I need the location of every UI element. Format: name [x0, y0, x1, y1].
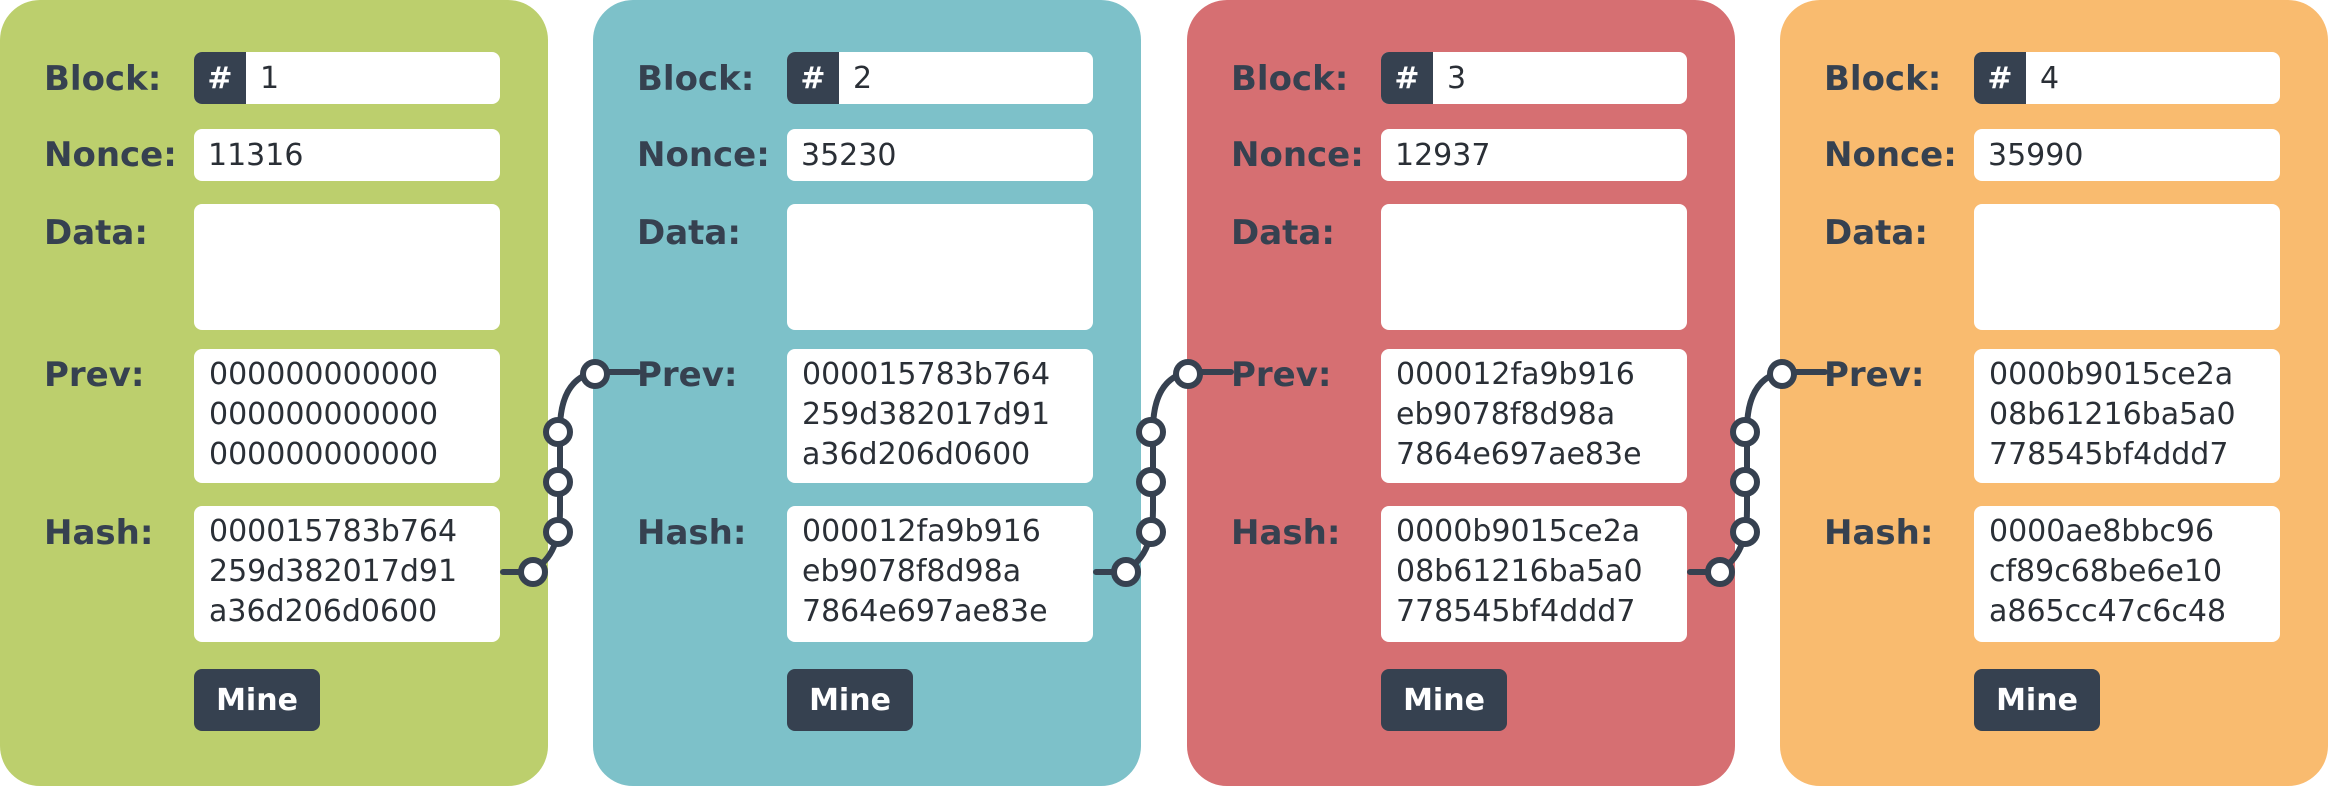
hash-symbol-tag: #: [1974, 52, 2026, 104]
block-number-value: 4: [2040, 60, 2060, 96]
nonce-label: Nonce:: [637, 135, 770, 175]
block-number-field[interactable]: # 4: [1974, 52, 2280, 104]
prev-line-3: 7864e697ae83e: [1396, 437, 1642, 472]
prev-label: Prev:: [44, 355, 145, 395]
data-label: Data:: [1824, 213, 1928, 253]
data-field[interactable]: [1974, 204, 2280, 330]
nonce-value: 12937: [1395, 137, 1491, 173]
prev-line-3: 778545bf4ddd7: [1989, 437, 2229, 472]
block-number-value: 3: [1447, 60, 1467, 96]
prev-field[interactable]: 000000000000 000000000000 000000000000: [194, 349, 500, 483]
prev-line-2: 259d382017d91: [802, 397, 1051, 432]
block-card-4: Block: # 4 Nonce: 35990 Data: Prev: 0000…: [1780, 0, 2328, 786]
mine-button[interactable]: Mine: [1974, 669, 2100, 731]
prev-line-2: 08b61216ba5a0: [1989, 397, 2236, 432]
prev-line-1: 0000b9015ce2a: [1989, 357, 2234, 392]
hash-field: 0000ae8bbc96 cf89c68be6e10 a865cc47c6c48: [1974, 506, 2280, 642]
hash-line-1: 000012fa9b916: [802, 514, 1041, 549]
block-card-1: Block: # 1 Nonce: 11316 Data: Prev: 0000…: [0, 0, 548, 786]
hash-line-3: a865cc47c6c48: [1989, 594, 2227, 629]
prev-field[interactable]: 000012fa9b916 eb9078f8d98a 7864e697ae83e: [1381, 349, 1687, 483]
block-number-field[interactable]: # 3: [1381, 52, 1687, 104]
nonce-label: Nonce:: [44, 135, 177, 175]
nonce-value: 11316: [208, 137, 304, 173]
data-label: Data:: [1231, 213, 1335, 253]
data-value: [194, 204, 500, 210]
nonce-value: 35990: [1988, 137, 2084, 173]
hash-symbol-tag: #: [194, 52, 246, 104]
hash-line-2: 259d382017d91: [209, 554, 458, 589]
data-value: [1381, 204, 1687, 210]
hash-label: Hash:: [1824, 513, 1934, 553]
hash-line-1: 0000b9015ce2a: [1396, 514, 1641, 549]
mine-button[interactable]: Mine: [1381, 669, 1507, 731]
prev-line-3: a36d206d0600: [802, 437, 1031, 472]
hash-line-3: 778545bf4ddd7: [1396, 594, 1636, 629]
prev-label: Prev:: [1231, 355, 1332, 395]
prev-line-1: 000000000000: [209, 357, 439, 392]
prev-line-2: eb9078f8d98a: [1396, 397, 1616, 432]
prev-line-1: 000015783b764: [802, 357, 1051, 392]
hash-line-2: cf89c68be6e10: [1989, 554, 2223, 589]
hash-field: 0000b9015ce2a 08b61216ba5a0 778545bf4ddd…: [1381, 506, 1687, 642]
mine-button[interactable]: Mine: [787, 669, 913, 731]
hash-label: Hash:: [44, 513, 154, 553]
nonce-value: 35230: [801, 137, 897, 173]
data-label: Data:: [44, 213, 148, 253]
block-label: Block:: [1824, 59, 1942, 99]
block-label: Block:: [637, 59, 755, 99]
block-label: Block:: [1231, 59, 1349, 99]
prev-line-3: 000000000000: [209, 437, 439, 472]
hash-symbol-tag: #: [1381, 52, 1433, 104]
prev-line-2: 000000000000: [209, 397, 439, 432]
data-field[interactable]: [787, 204, 1093, 330]
prev-field[interactable]: 000015783b764 259d382017d91 a36d206d0600: [787, 349, 1093, 483]
nonce-field[interactable]: 12937: [1381, 129, 1687, 181]
hash-line-3: a36d206d0600: [209, 594, 438, 629]
prev-label: Prev:: [1824, 355, 1925, 395]
block-card-2: Block: # 2 Nonce: 35230 Data: Prev: 0000…: [593, 0, 1141, 786]
mine-button[interactable]: Mine: [194, 669, 320, 731]
nonce-label: Nonce:: [1824, 135, 1957, 175]
prev-line-1: 000012fa9b916: [1396, 357, 1635, 392]
prev-label: Prev:: [637, 355, 738, 395]
hash-label: Hash:: [637, 513, 747, 553]
hash-line-2: eb9078f8d98a: [802, 554, 1022, 589]
nonce-label: Nonce:: [1231, 135, 1364, 175]
hash-line-1: 0000ae8bbc96: [1989, 514, 2215, 549]
block-number-field[interactable]: # 2: [787, 52, 1093, 104]
hash-line-3: 7864e697ae83e: [802, 594, 1048, 629]
data-label: Data:: [637, 213, 741, 253]
hash-label: Hash:: [1231, 513, 1341, 553]
hash-line-1: 000015783b764: [209, 514, 458, 549]
hash-field: 000015783b764 259d382017d91 a36d206d0600: [194, 506, 500, 642]
hash-symbol-tag: #: [787, 52, 839, 104]
nonce-field[interactable]: 35230: [787, 129, 1093, 181]
block-number-value: 2: [853, 60, 873, 96]
nonce-field[interactable]: 11316: [194, 129, 500, 181]
nonce-field[interactable]: 35990: [1974, 129, 2280, 181]
data-value: [787, 204, 1093, 210]
block-card-3: Block: # 3 Nonce: 12937 Data: Prev: 0000…: [1187, 0, 1735, 786]
data-field[interactable]: [194, 204, 500, 330]
block-label: Block:: [44, 59, 162, 99]
prev-field[interactable]: 0000b9015ce2a 08b61216ba5a0 778545bf4ddd…: [1974, 349, 2280, 483]
data-value: [1974, 204, 2280, 210]
hash-line-2: 08b61216ba5a0: [1396, 554, 1643, 589]
block-number-value: 1: [260, 60, 280, 96]
block-number-field[interactable]: # 1: [194, 52, 500, 104]
hash-field: 000012fa9b916 eb9078f8d98a 7864e697ae83e: [787, 506, 1093, 642]
data-field[interactable]: [1381, 204, 1687, 330]
